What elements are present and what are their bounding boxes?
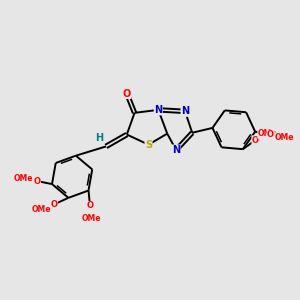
Text: O: O [267, 130, 274, 139]
Text: O: O [252, 136, 259, 145]
Text: O: O [86, 202, 94, 211]
Text: OMe: OMe [31, 205, 51, 214]
Text: OMe: OMe [257, 129, 277, 138]
Text: OMe: OMe [82, 214, 101, 223]
Text: OMe: OMe [274, 133, 294, 142]
Text: H: H [95, 133, 104, 142]
Text: N: N [181, 106, 189, 116]
Text: N: N [154, 105, 162, 115]
Text: OMe: OMe [14, 174, 34, 183]
Text: O: O [34, 177, 41, 186]
Text: S: S [145, 140, 152, 150]
Text: O: O [51, 200, 58, 209]
Text: O: O [123, 88, 131, 98]
Text: N: N [172, 145, 180, 155]
